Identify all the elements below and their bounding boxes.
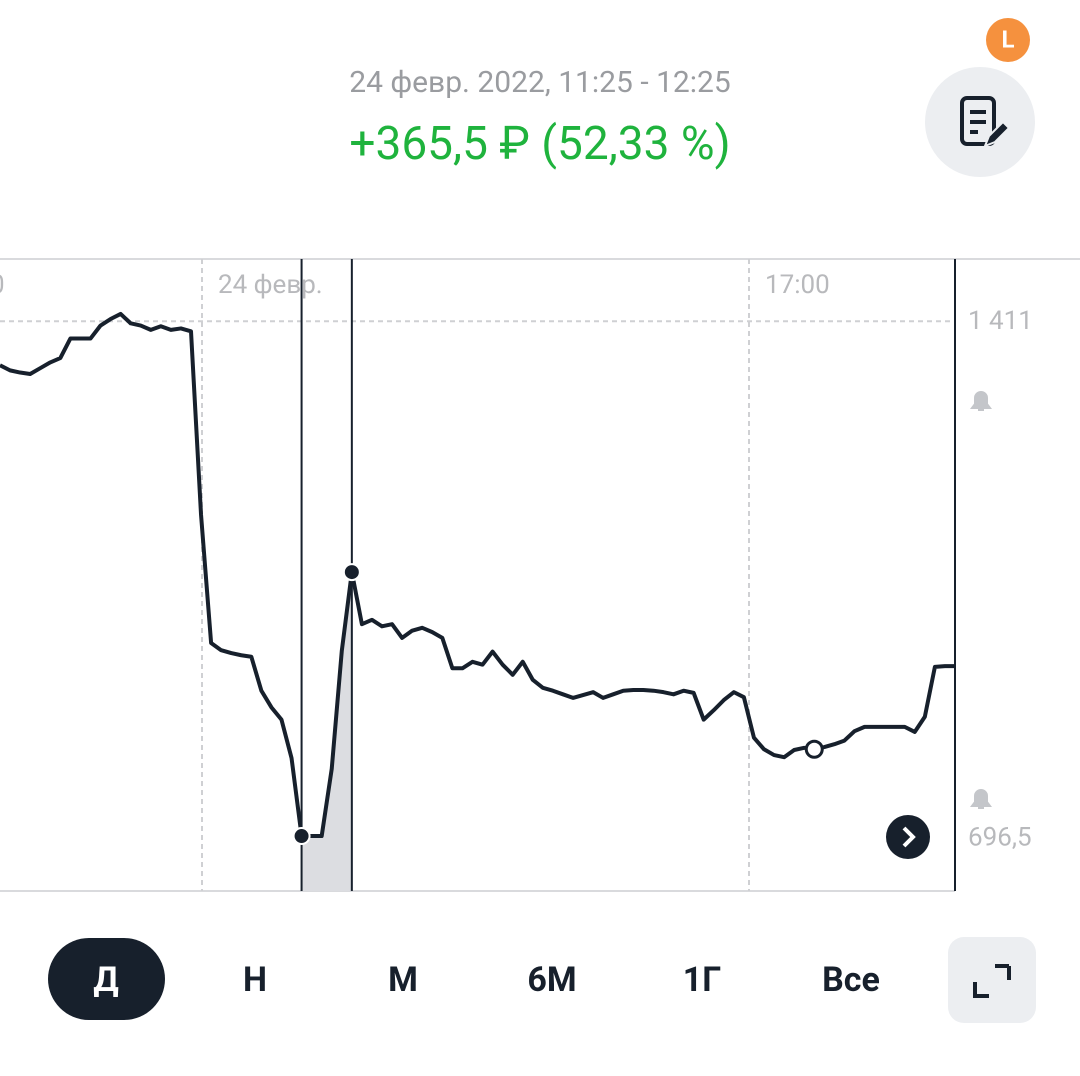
selection-area (301, 572, 352, 891)
badge-text: L (1002, 25, 1015, 53)
period-selected-bg (48, 938, 165, 1020)
period-tabs: Д Н М 6М 1Г Все (93, 960, 880, 1000)
period-tab[interactable]: Н (243, 960, 267, 1000)
period-tab[interactable]: 6М (527, 960, 576, 1000)
period-text: 24 февр. 2022, 11:25 - 12:25 (349, 65, 731, 100)
alert-icon[interactable] (970, 391, 992, 411)
scroll-button-bg (886, 815, 930, 859)
notes-icon (960, 96, 996, 146)
alert-icon[interactable] (970, 789, 992, 809)
x-tick-label: 0 (0, 270, 5, 300)
selection-point (342, 563, 361, 582)
price-line (0, 311, 955, 839)
notes-icon-lines (970, 110, 986, 134)
fullscreen-button[interactable] (948, 937, 1036, 1023)
change-text: +365,5 ₽ (52,33 %) (349, 117, 730, 171)
period-tab[interactable]: М (388, 960, 418, 1000)
notes-button[interactable] (925, 67, 1035, 177)
period-tab[interactable]: Д (93, 960, 118, 1000)
period-tab[interactable]: 1Г (683, 960, 722, 1000)
period-tab[interactable]: Все (822, 960, 880, 1000)
y-tick-label: 696,5 (968, 823, 1032, 853)
x-tick-label: 17:00 (765, 270, 830, 300)
trade-point[interactable] (804, 739, 824, 759)
scroll-latest-button[interactable] (886, 815, 930, 859)
selection-point (292, 827, 311, 846)
fullscreen-icon (973, 964, 1011, 998)
chevron-icon (902, 826, 916, 848)
chart: 0 24 февр. 17:00 1 411 696,5 (0, 259, 1033, 891)
badge (986, 18, 1030, 62)
x-tick-label: 24 февр. (218, 270, 323, 300)
pen-icon (983, 120, 1011, 148)
y-tick-label: 1 411 (968, 306, 1033, 336)
fullscreen-bg (948, 937, 1036, 1023)
